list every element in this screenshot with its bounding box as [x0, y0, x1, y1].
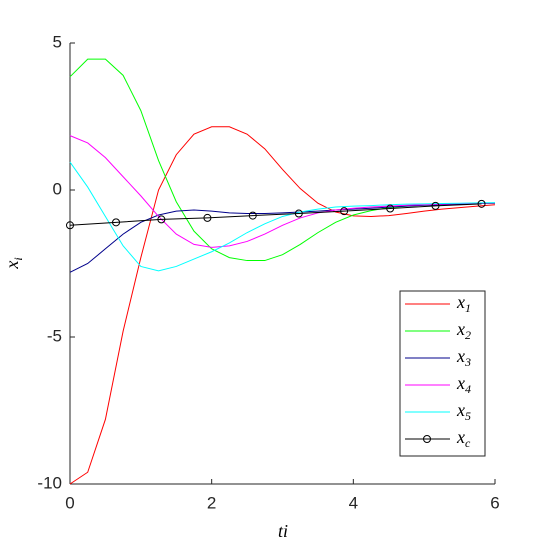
- marker: [294, 209, 303, 218]
- marker: [431, 201, 440, 210]
- series-line: [69, 161, 496, 272]
- legend-box: [399, 290, 486, 457]
- series-line: [69, 203, 482, 226]
- y-tick-label: 5: [53, 32, 62, 51]
- marker: [157, 215, 166, 224]
- y-tick-label: -5: [47, 326, 62, 345]
- marker: [112, 218, 121, 227]
- series-line: [69, 58, 496, 262]
- y-axis-label: xi: [2, 257, 25, 269]
- series-line: [69, 126, 496, 485]
- marker: [340, 207, 349, 216]
- y-tick-label: -10: [37, 473, 62, 492]
- x-tick-label: 6: [490, 493, 499, 512]
- x-tick-label: 0: [65, 493, 74, 512]
- series-line: [69, 202, 496, 273]
- x-tick-label: 2: [207, 493, 216, 512]
- series-line: [69, 135, 496, 248]
- marker: [203, 213, 212, 222]
- marker: [66, 221, 74, 230]
- legend-marker: [423, 435, 431, 443]
- marker: [477, 199, 486, 208]
- marker: [386, 204, 395, 213]
- x-tick-label: 4: [349, 493, 358, 512]
- x-axis-label: ti: [278, 521, 288, 541]
- y-tick-label: 0: [53, 179, 62, 198]
- marker: [248, 211, 257, 220]
